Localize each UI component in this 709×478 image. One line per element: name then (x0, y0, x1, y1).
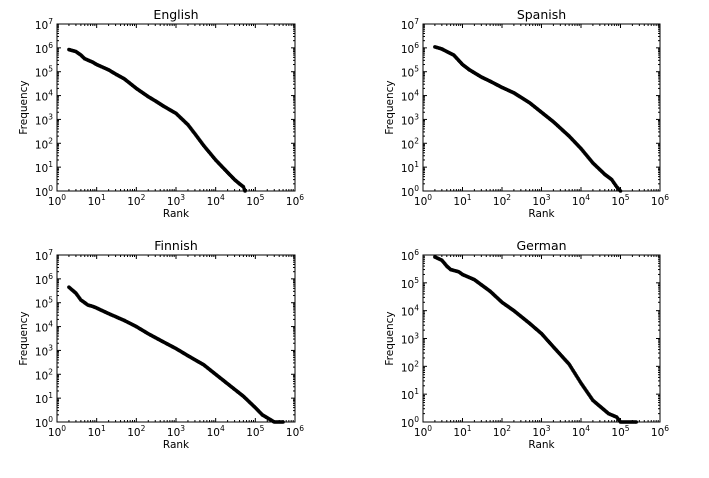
y-tick-label: 102 (401, 136, 419, 151)
x-axis-label: Rank (528, 439, 555, 451)
y-tick-label: 106 (35, 272, 53, 287)
x-tick-label: 104 (207, 193, 225, 208)
y-tick-label: 102 (401, 359, 419, 374)
y-tick-label: 103 (401, 112, 419, 127)
x-tick-label: 101 (453, 424, 471, 439)
y-tick-label: 104 (35, 320, 53, 335)
x-tick-label: 106 (286, 193, 304, 208)
y-tick-label: 100 (401, 184, 419, 199)
y-tick-label: 103 (35, 343, 53, 358)
y-tick-label: 100 (35, 415, 53, 430)
x-tick-label: 102 (127, 193, 145, 208)
x-tick-label: 106 (651, 424, 669, 439)
x-tick-label: 100 (48, 424, 66, 439)
x-tick-label: 103 (532, 193, 550, 208)
x-tick-label: 102 (127, 424, 145, 439)
y-tick-label: 103 (35, 112, 53, 127)
x-tick-label: 106 (286, 424, 304, 439)
chart-title: English (153, 7, 198, 22)
y-axis-label: Frequency (18, 311, 30, 365)
x-tick-label: 105 (246, 193, 264, 208)
data-point (243, 189, 247, 193)
y-tick-label: 105 (35, 65, 53, 80)
y-tick-label: 100 (401, 415, 419, 430)
x-tick-label: 104 (572, 424, 590, 439)
data-point (281, 420, 285, 424)
chart-panel-german: 100 101 102 103 104 105 106 100 101 102 103 104 105 1… (384, 238, 669, 451)
x-tick-label: 106 (651, 193, 669, 208)
y-tick-label: 106 (35, 41, 53, 56)
x-tick-label: 100 (48, 193, 66, 208)
x-axis-label: Rank (163, 208, 190, 220)
y-tick-label: 106 (401, 41, 419, 56)
y-tick-label: 107 (35, 248, 53, 263)
x-tick-label: 101 (453, 193, 471, 208)
x-tick-label: 100 (414, 424, 432, 439)
y-tick-label: 105 (35, 296, 53, 311)
y-tick-label: 104 (401, 89, 419, 104)
plot-area (422, 254, 661, 423)
y-axis-label: Frequency (384, 311, 396, 365)
y-tick-label: 105 (401, 65, 419, 80)
y-tick-label: 107 (35, 17, 53, 32)
x-tick-label: 103 (167, 424, 185, 439)
chart-panel-spanish: 100 101 102 103 104 105 106 100 101 102 103 104 105 1… (384, 7, 669, 220)
chart-panel-english: 100 101 102 103 104 105 106 100 101 102 103 104 105 1… (18, 7, 304, 220)
chart-title: Spanish (517, 7, 566, 22)
x-tick-label: 105 (246, 424, 264, 439)
y-tick-label: 104 (35, 89, 53, 104)
x-tick-label: 101 (88, 193, 106, 208)
y-tick-label: 102 (35, 136, 53, 151)
y-tick-label: 104 (401, 304, 419, 319)
plot-area (422, 23, 661, 192)
x-tick-label: 105 (611, 424, 629, 439)
chart-title: Finnish (154, 238, 198, 253)
x-tick-label: 104 (207, 424, 225, 439)
x-tick-label: 102 (493, 193, 511, 208)
x-tick-label: 101 (88, 424, 106, 439)
y-tick-label: 105 (401, 276, 419, 291)
plot-area (56, 254, 296, 423)
x-tick-label: 102 (493, 424, 511, 439)
x-axis-label: Rank (163, 439, 190, 451)
y-tick-label: 101 (35, 391, 53, 406)
x-tick-label: 100 (414, 193, 432, 208)
plot-area (56, 23, 296, 192)
y-tick-label: 101 (35, 160, 53, 175)
x-tick-label: 103 (532, 424, 550, 439)
x-tick-label: 105 (611, 193, 629, 208)
y-tick-label: 107 (401, 17, 419, 32)
chart-title: German (516, 238, 566, 253)
y-axis-label: Frequency (384, 80, 396, 134)
y-tick-label: 106 (401, 248, 419, 263)
y-tick-label: 101 (401, 160, 419, 175)
y-tick-label: 103 (401, 332, 419, 347)
x-tick-label: 103 (167, 193, 185, 208)
x-tick-label: 104 (572, 193, 590, 208)
y-axis-label: Frequency (18, 80, 30, 134)
x-axis-label: Rank (528, 208, 555, 220)
data-point (634, 420, 639, 424)
y-tick-label: 102 (35, 367, 53, 382)
y-tick-label: 100 (35, 184, 53, 199)
chart-panel-finnish: 100 101 102 103 104 105 106 100 101 102 103 104 105 1… (18, 238, 304, 451)
y-tick-label: 101 (401, 387, 419, 402)
data-point (618, 189, 623, 193)
